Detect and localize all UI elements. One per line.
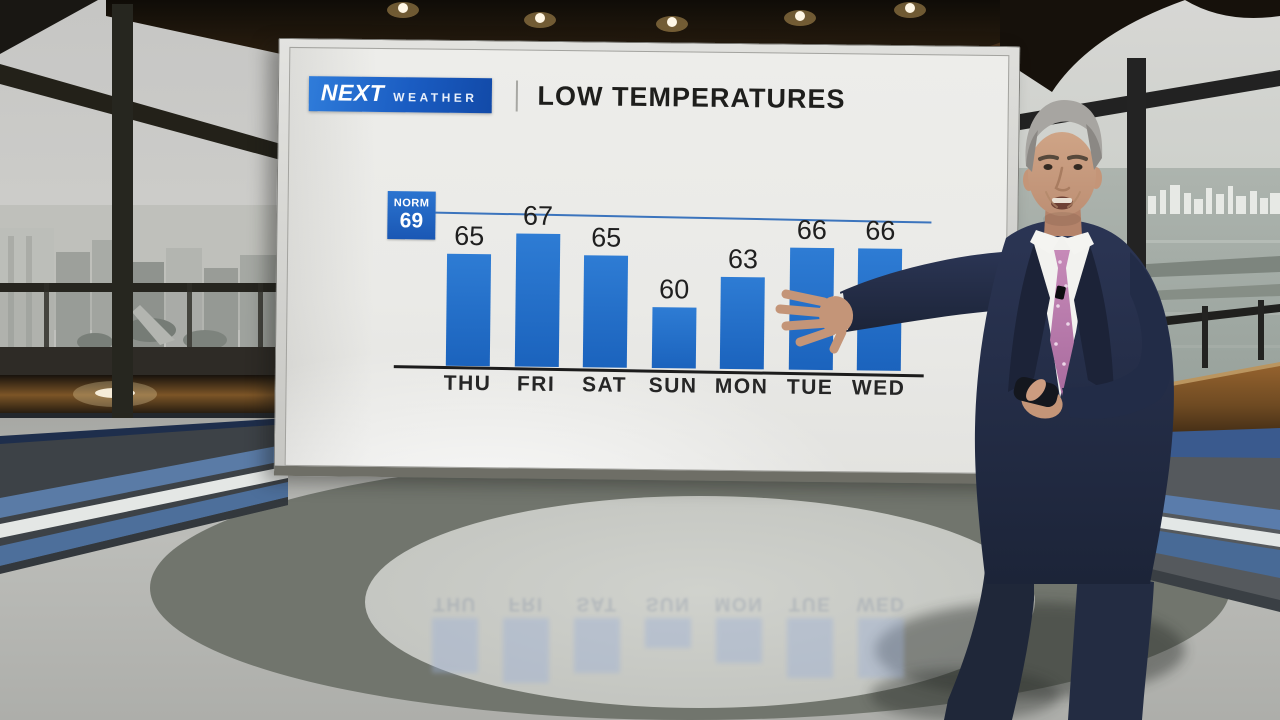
temp-value-label: 67 [522,200,554,231]
temp-value-label: 63 [727,243,759,275]
temp-bar [651,307,696,369]
day-label: WED [851,376,906,400]
temp-value-label: 66 [796,214,828,246]
day-label: SAT [581,373,628,397]
floor-screen-glow [365,496,1035,708]
lit-ledge [0,375,288,415]
norm-value: 69 [399,209,424,233]
day-label: FRI [516,372,556,396]
chart-plot: NORM 69 65 THU 67 FRI 65 SAT 60 SUN 63 MON 66 TUE 66… [286,48,1009,473]
left-wall-base [0,418,288,574]
day-label: MON [714,374,769,399]
temp-bar [582,255,629,368]
norm-indicator: NORM 69 [387,191,436,240]
day-label: THU [443,371,492,396]
day-label: SUN [648,374,698,398]
temp-bar [514,233,560,368]
temp-value-label: 60 [658,274,690,305]
left-city-window [0,0,288,440]
temp-value-label: 66 [865,215,896,246]
temp-value-label: 65 [591,222,622,253]
day-label: TUE [786,375,834,400]
temp-value-label: 65 [454,220,485,252]
left-railing [0,283,288,292]
ceiling-lights [387,2,926,32]
temp-bar [719,276,765,370]
norm-label: NORM [393,197,430,210]
right-city-skyline [1148,185,1280,214]
studio-display: NEXT WEATHER LOW TEMPERATURES NORM 69 65… [273,37,1021,485]
temp-bar [856,248,903,371]
temp-bar [788,247,834,371]
temp-bar [445,253,492,367]
weather-graphic: NEXT WEATHER LOW TEMPERATURES NORM 69 65… [284,46,1010,475]
